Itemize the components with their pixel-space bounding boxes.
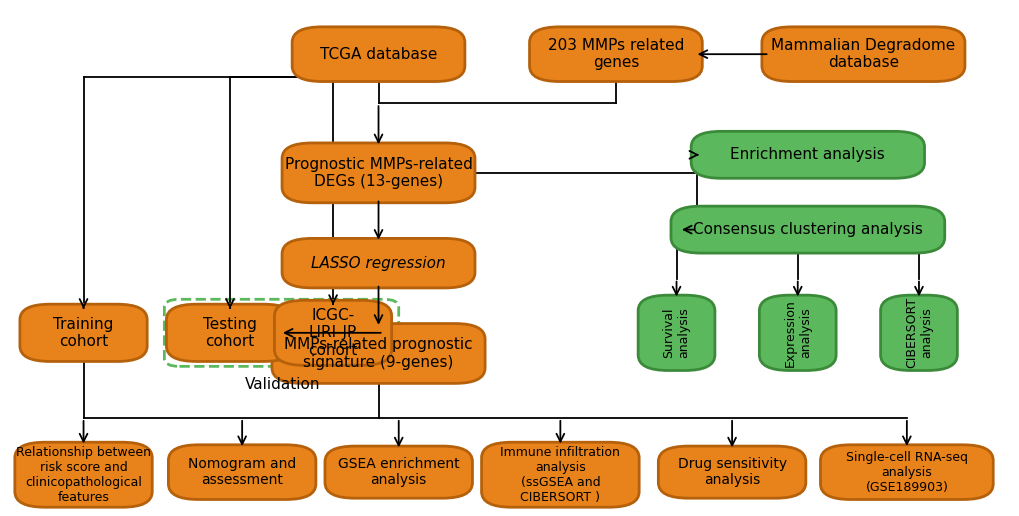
FancyBboxPatch shape [168,445,316,499]
FancyBboxPatch shape [761,27,964,82]
Text: MMPs-related prognostic
signature (9-genes): MMPs-related prognostic signature (9-gen… [284,337,473,369]
Text: Mammalian Degradome
database: Mammalian Degradome database [770,38,955,70]
Text: Relationship between
risk score and
clinicopathological
features: Relationship between risk score and clin… [16,446,151,504]
FancyBboxPatch shape [657,446,805,498]
Text: Enrichment analysis: Enrichment analysis [730,147,884,163]
Text: 203 MMPs related
genes: 203 MMPs related genes [547,38,684,70]
FancyBboxPatch shape [671,206,944,253]
Text: LASSO regression: LASSO regression [311,255,445,271]
Text: CIBERSORT
analysis: CIBERSORT analysis [904,297,932,368]
FancyBboxPatch shape [879,295,957,370]
Text: Prognostic MMPs-related
DEGs (13-genes): Prognostic MMPs-related DEGs (13-genes) [284,157,472,189]
Text: Drug sensitivity
analysis: Drug sensitivity analysis [677,457,786,487]
FancyBboxPatch shape [819,445,993,499]
FancyBboxPatch shape [758,295,836,370]
FancyBboxPatch shape [529,27,702,82]
FancyBboxPatch shape [325,446,472,498]
FancyBboxPatch shape [20,304,147,361]
FancyBboxPatch shape [282,238,475,288]
Text: Training
cohort: Training cohort [53,317,113,349]
Text: Expression
analysis: Expression analysis [783,299,811,367]
Text: Immune infiltration
analysis
(ssGSEA and
CIBERSORT ): Immune infiltration analysis (ssGSEA and… [500,446,620,504]
Text: Consensus clustering analysis: Consensus clustering analysis [692,222,922,237]
Text: GSEA enrichment
analysis: GSEA enrichment analysis [337,457,460,487]
Text: Single-cell RNA-seq
analysis
(GSE189903): Single-cell RNA-seq analysis (GSE189903) [845,450,967,494]
FancyBboxPatch shape [15,442,152,507]
Text: Testing
cohort: Testing cohort [203,317,257,349]
FancyBboxPatch shape [274,300,391,365]
Text: Nomogram and
assessment: Nomogram and assessment [187,457,296,487]
FancyBboxPatch shape [691,132,923,179]
Text: TCGA database: TCGA database [320,46,437,62]
FancyBboxPatch shape [166,304,293,361]
Text: Validation: Validation [245,377,320,392]
FancyBboxPatch shape [481,442,639,507]
FancyBboxPatch shape [291,27,465,82]
FancyBboxPatch shape [638,295,714,370]
Text: ICGC-
LIRI-JP
cohort: ICGC- LIRI-JP cohort [308,308,358,358]
Text: Survival
analysis: Survival analysis [662,308,690,358]
FancyBboxPatch shape [272,324,485,383]
FancyBboxPatch shape [282,143,475,203]
